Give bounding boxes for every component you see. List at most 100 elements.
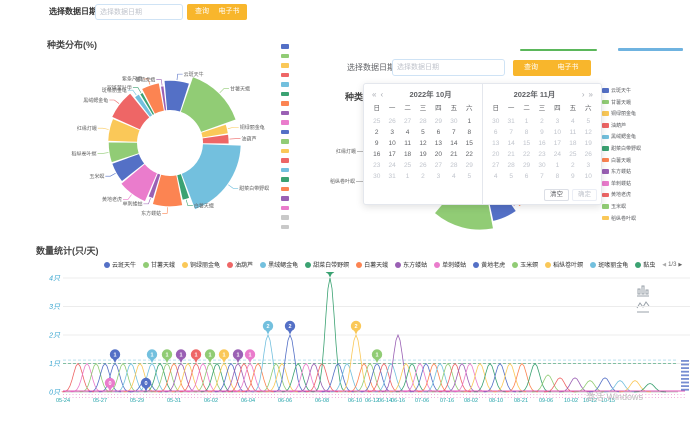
calendar-day[interactable]: 22 [465, 151, 473, 158]
legend-square-disabled[interactable] [281, 215, 289, 220]
legend-item[interactable]: 东方蝼蛄 [395, 260, 427, 269]
legend-item[interactable]: 白薯天蛾 [356, 260, 388, 269]
legend-item[interactable]: 玉米螟 [512, 260, 538, 269]
legend-item[interactable]: 黑绒鳃金龟 [260, 260, 298, 269]
data-zoom-slider[interactable] [681, 381, 689, 384]
legend-item[interactable]: 油葫芦 [227, 260, 253, 269]
donut-slice[interactable] [112, 154, 145, 182]
data-zoom-slider[interactable] [681, 388, 689, 391]
legend-square[interactable] [281, 186, 289, 191]
clear-button[interactable]: 清空 [544, 189, 569, 201]
next-year-button[interactable]: » [588, 89, 593, 99]
calendar-day[interactable]: 20 [434, 151, 443, 158]
donut-slice[interactable] [142, 83, 164, 114]
ebook-button-left[interactable]: 电子书 [211, 4, 247, 20]
calendar-day[interactable]: 13 [434, 140, 443, 147]
legend-item[interactable]: 甘薯天蛾 [602, 99, 641, 106]
data-zoom-slider[interactable] [681, 374, 689, 377]
legend-square[interactable] [281, 53, 289, 58]
legend-square[interactable] [281, 101, 289, 106]
legend-square[interactable] [281, 82, 289, 87]
legend-square[interactable] [281, 158, 289, 163]
donut-slice[interactable] [161, 86, 167, 111]
donut-slice[interactable] [135, 94, 153, 117]
donut-slice[interactable] [140, 93, 155, 115]
legend-square[interactable] [281, 44, 289, 49]
legend-item[interactable]: 单刺蝼蛄 [434, 260, 466, 269]
calendar-day[interactable]: 3 [390, 129, 394, 136]
prev-year-button[interactable]: « [372, 89, 377, 99]
donut-slice[interactable] [180, 77, 236, 132]
donut-slice[interactable] [164, 80, 189, 112]
legend-item[interactable]: 稻纵卷叶螟 [602, 215, 641, 222]
legend-prev-icon[interactable]: ◀ [662, 261, 667, 268]
data-zoom-slider[interactable] [681, 367, 689, 369]
legend-item[interactable]: 铜绿丽金龟 [182, 260, 220, 269]
legend-item[interactable]: 白薯天蛾 [602, 157, 641, 164]
donut-slice[interactable] [108, 142, 139, 163]
legend-item[interactable]: 黄地老虎 [602, 191, 641, 198]
date-filter-input-right[interactable] [392, 59, 505, 76]
calendar-day[interactable]: 9 [374, 140, 379, 147]
legend-item[interactable]: 稻纵卷叶螟 [545, 260, 583, 269]
bar-chart-toggle-icon[interactable] [636, 284, 650, 297]
ebook-button-right[interactable]: 电子书 [545, 60, 591, 76]
donut-slice[interactable] [202, 134, 229, 144]
legend-item[interactable]: 单刺蝼蛄 [602, 180, 641, 187]
query-button-right[interactable]: 查询 [513, 60, 549, 76]
legend-square[interactable] [281, 205, 289, 210]
calendar-day[interactable]: 15 [465, 140, 473, 147]
donut-slice[interactable] [112, 93, 150, 130]
query-button-left[interactable]: 查询 [187, 4, 217, 20]
legend-square[interactable] [281, 148, 289, 153]
legend-square[interactable] [281, 63, 289, 68]
calendar-day[interactable]: 7 [452, 129, 456, 136]
legend-square[interactable] [281, 129, 289, 134]
legend-item[interactable]: 斑喙丽金龟 [590, 260, 628, 269]
legend-square-disabled[interactable] [281, 224, 289, 229]
calendar-day[interactable]: 18 [403, 151, 412, 158]
calendar-day[interactable]: 16 [373, 151, 381, 158]
calendar-day[interactable]: 1 [467, 118, 472, 125]
calendar-day[interactable]: 21 [450, 151, 458, 158]
calendar-day[interactable]: 19 [419, 151, 427, 158]
legend-item[interactable]: 甘薯天蛾 [143, 260, 175, 269]
legend-square[interactable] [281, 91, 289, 96]
calendar-day[interactable]: 2 [374, 129, 379, 136]
data-zoom-slider[interactable] [681, 363, 689, 366]
legend-item[interactable]: 黑绒鳃金龟 [602, 133, 641, 140]
calendar-day[interactable]: 11 [404, 140, 411, 147]
data-zoom-slider[interactable] [681, 385, 689, 387]
legend-square[interactable] [281, 196, 289, 201]
calendar-day[interactable]: 4 [405, 129, 410, 136]
legend-square[interactable] [281, 72, 289, 77]
legend-item[interactable]: 甜菜白带野螟 [602, 145, 641, 152]
donut-slice[interactable] [177, 174, 190, 200]
calendar-day[interactable]: 12 [419, 140, 427, 147]
calendar-day[interactable]: 8 [467, 129, 472, 136]
legend-next-icon[interactable]: ▶ [678, 261, 683, 268]
legend-item[interactable]: 甜菜白带野螟 [305, 260, 349, 269]
donut-slice[interactable] [121, 164, 157, 202]
legend-square[interactable] [281, 177, 289, 182]
legend-square[interactable] [281, 120, 289, 125]
legend-item[interactable]: 云斑天牛 [104, 260, 136, 269]
legend-square[interactable] [281, 139, 289, 144]
next-month-button[interactable]: › [581, 89, 585, 99]
donut-slice[interactable] [108, 119, 140, 142]
legend-item[interactable]: 黏虫 [635, 260, 655, 269]
calendar-day[interactable]: 6 [436, 129, 441, 136]
legend-item[interactable]: 玉米螟 [602, 203, 641, 210]
donut-slice[interactable] [181, 144, 241, 210]
legend-item[interactable]: 铜绿丽金龟 [602, 110, 641, 117]
legend-item[interactable]: 黄地老虎 [473, 260, 505, 269]
legend-square[interactable] [281, 167, 289, 172]
prev-month-button[interactable]: ‹ [380, 89, 384, 99]
legend-item[interactable]: 油葫芦 [602, 122, 641, 129]
calendar-day[interactable]: 14 [450, 140, 458, 147]
data-zoom-slider[interactable] [681, 360, 689, 362]
legend-item[interactable]: 东方蝼蛄 [602, 168, 641, 175]
legend-square[interactable] [281, 110, 289, 115]
legend-item[interactable]: 云斑天牛 [602, 87, 641, 94]
donut-slice[interactable] [148, 173, 161, 198]
